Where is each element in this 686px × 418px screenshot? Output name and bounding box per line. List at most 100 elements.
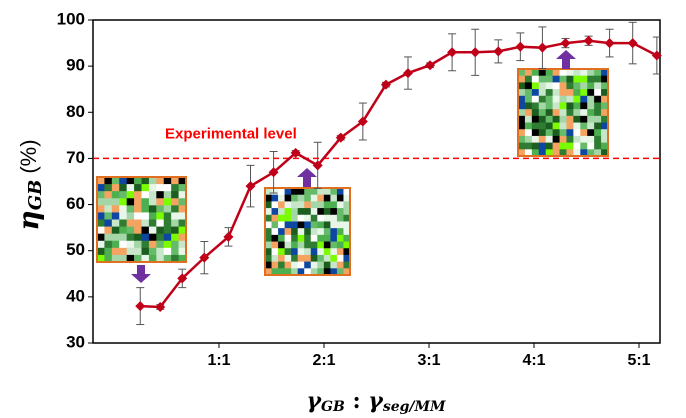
grain xyxy=(524,135,533,144)
data-point xyxy=(560,38,571,49)
grain xyxy=(552,129,561,137)
grain xyxy=(587,89,595,97)
grain xyxy=(304,254,312,263)
data-point xyxy=(135,301,146,312)
grain xyxy=(518,115,526,124)
grain xyxy=(545,102,554,110)
grain xyxy=(148,233,157,242)
grain xyxy=(573,135,581,144)
grain xyxy=(271,188,279,196)
grain xyxy=(524,102,533,110)
grain xyxy=(518,82,526,90)
grain xyxy=(594,75,602,83)
grain xyxy=(148,240,157,249)
grain xyxy=(278,234,286,243)
grain xyxy=(297,268,305,276)
grain xyxy=(580,69,588,77)
grain xyxy=(559,75,567,83)
grain xyxy=(559,95,567,103)
grain xyxy=(104,191,113,199)
grain xyxy=(587,69,595,77)
grain xyxy=(278,261,286,269)
grain xyxy=(566,82,574,90)
grain xyxy=(97,240,105,249)
grain xyxy=(304,208,312,216)
grain xyxy=(573,82,581,90)
grain xyxy=(594,149,602,157)
grain xyxy=(524,89,533,97)
grain xyxy=(559,135,567,144)
y-tick-label: 60 xyxy=(66,194,85,213)
grain xyxy=(178,177,187,185)
grain xyxy=(310,208,318,216)
grain xyxy=(163,226,172,235)
grain xyxy=(304,268,312,276)
grain xyxy=(148,212,157,220)
grain xyxy=(304,201,312,209)
grain xyxy=(134,184,142,192)
grain xyxy=(343,194,351,202)
grain xyxy=(111,184,120,192)
grain xyxy=(524,95,533,103)
grain xyxy=(545,129,554,137)
grain xyxy=(304,221,312,229)
grain xyxy=(163,233,172,242)
grain xyxy=(601,149,609,157)
x-tick-label: 2:1 xyxy=(312,352,335,369)
grain xyxy=(594,102,602,110)
grain xyxy=(538,102,547,110)
grain xyxy=(580,102,588,110)
grain xyxy=(265,241,273,249)
grain xyxy=(587,115,595,124)
grain xyxy=(601,82,609,90)
grain xyxy=(323,268,331,276)
grain xyxy=(111,233,120,242)
grain xyxy=(126,219,135,228)
grain xyxy=(97,212,105,220)
grain xyxy=(278,188,286,196)
grain xyxy=(265,268,273,276)
grain xyxy=(111,254,120,263)
grain xyxy=(119,198,128,206)
data-point xyxy=(425,60,436,71)
grain xyxy=(524,115,533,124)
grain xyxy=(278,228,286,236)
grain xyxy=(573,109,581,117)
inset-border xyxy=(96,176,187,263)
grain xyxy=(538,95,547,103)
grain xyxy=(336,241,344,249)
grain xyxy=(531,75,540,83)
grain xyxy=(343,261,351,269)
grain xyxy=(111,219,120,228)
grain xyxy=(317,208,325,216)
grain xyxy=(566,115,574,124)
grain xyxy=(330,188,338,196)
grain xyxy=(552,75,561,83)
grain xyxy=(587,142,595,150)
grain xyxy=(134,254,142,263)
grain xyxy=(97,198,105,206)
grain xyxy=(111,191,120,199)
grain xyxy=(531,142,540,150)
grain xyxy=(141,254,150,263)
grain xyxy=(552,109,561,117)
grain xyxy=(163,184,172,192)
grain xyxy=(148,198,157,206)
grain xyxy=(171,177,180,185)
grain xyxy=(148,219,157,228)
grain xyxy=(271,254,279,263)
grain xyxy=(538,89,547,97)
grain xyxy=(317,241,325,249)
grain xyxy=(601,109,609,117)
grain xyxy=(291,214,299,222)
grain xyxy=(291,201,299,209)
grain xyxy=(545,115,554,124)
grain xyxy=(126,198,135,206)
grain xyxy=(594,109,602,117)
grain xyxy=(323,221,331,229)
grain xyxy=(119,184,128,192)
grain xyxy=(343,234,351,243)
grain xyxy=(594,122,602,130)
grain xyxy=(271,248,279,256)
